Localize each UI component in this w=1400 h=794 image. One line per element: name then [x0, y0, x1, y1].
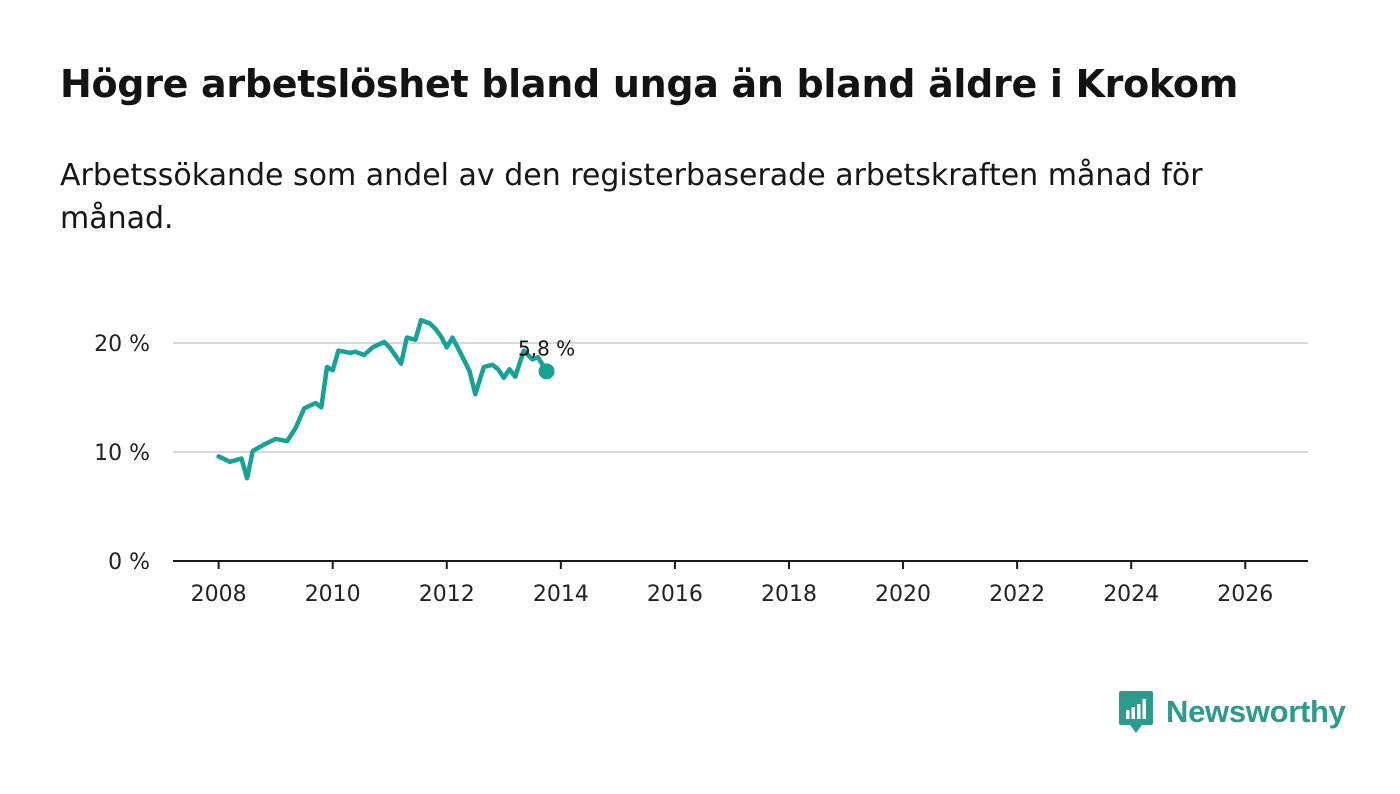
y-axis: 0 % 10 % 20 %: [94, 332, 150, 575]
x-axis: 2008 2010 2012 2014 2016 2018 2020 2022 2024 2026: [191, 561, 1273, 607]
gridlines: [173, 342, 1308, 453]
newsworthy-logo-icon: [1119, 691, 1153, 733]
y-tick-label: 20 %: [94, 332, 150, 357]
chart-title: Högre arbetslöshet bland unga än bland ä…: [60, 62, 1238, 106]
series-lines: [216, 317, 549, 481]
end-markers: 5,8 %: [518, 336, 575, 380]
x-tick-label: 2016: [647, 582, 703, 607]
x-tick-label: 2024: [1103, 582, 1159, 607]
x-tick-label: 2022: [989, 582, 1045, 607]
x-tick-label: 2020: [875, 582, 931, 607]
x-tick-label: 2008: [191, 582, 247, 607]
x-tick-label: 2012: [419, 582, 475, 607]
x-tick-label: 2026: [1217, 582, 1273, 607]
x-tick-label: 2010: [305, 582, 361, 607]
y-tick-label: 0 %: [108, 550, 150, 575]
brand-logo: Newsworthy: [1118, 690, 1346, 734]
x-tick-label: 2014: [533, 582, 589, 607]
brand-name: Newsworthy: [1166, 694, 1346, 729]
y-tick-label: 10 %: [94, 441, 150, 466]
series-end-marker: [538, 363, 555, 380]
series-end-label: 5,8 %: [518, 336, 575, 360]
chart-subtitle: Arbetssökande som andel av den registerb…: [60, 158, 1203, 236]
x-tick-label: 2018: [761, 582, 817, 607]
series-line: [216, 317, 549, 481]
